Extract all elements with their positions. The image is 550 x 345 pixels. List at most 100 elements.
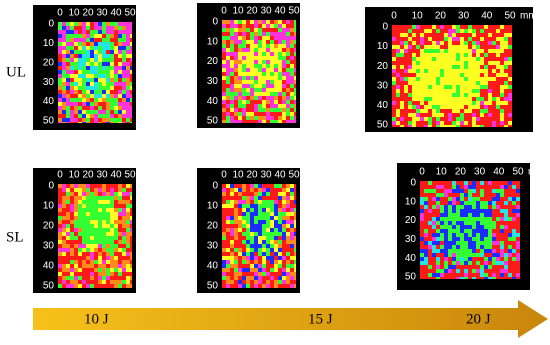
pixel bbox=[480, 73, 484, 77]
pixel bbox=[66, 86, 70, 90]
pixel bbox=[484, 277, 488, 279]
pixel bbox=[230, 28, 234, 32]
pixel bbox=[476, 221, 480, 225]
pixel bbox=[424, 245, 428, 249]
pixel bbox=[408, 61, 412, 65]
pixel bbox=[412, 41, 416, 45]
pixel bbox=[492, 85, 496, 89]
pixel bbox=[282, 220, 286, 224]
pixel bbox=[468, 29, 472, 33]
pixel bbox=[106, 46, 110, 50]
pixel bbox=[118, 248, 122, 252]
pixel bbox=[286, 24, 290, 28]
pixel bbox=[222, 64, 226, 68]
pixel bbox=[504, 73, 508, 77]
pixel bbox=[70, 196, 74, 200]
pixel bbox=[74, 50, 78, 54]
pixel bbox=[126, 114, 130, 118]
pixel bbox=[262, 200, 266, 204]
pixel bbox=[496, 125, 500, 127]
pixel bbox=[432, 197, 436, 201]
pixel bbox=[428, 121, 432, 125]
pixel bbox=[122, 220, 126, 224]
pixel bbox=[492, 197, 496, 201]
pixel bbox=[114, 280, 118, 284]
pixel bbox=[488, 73, 492, 77]
pixel bbox=[464, 205, 468, 209]
pixel bbox=[294, 96, 296, 100]
pixel bbox=[444, 257, 448, 261]
pixel bbox=[476, 241, 480, 245]
pixel bbox=[58, 252, 62, 256]
pixel bbox=[234, 24, 238, 28]
pixel bbox=[62, 224, 66, 228]
pixel bbox=[504, 61, 508, 65]
pixel bbox=[238, 224, 242, 228]
pixel bbox=[122, 54, 126, 58]
pixel bbox=[452, 181, 456, 185]
pixel bbox=[484, 269, 488, 273]
pixel bbox=[222, 272, 226, 276]
pixel bbox=[62, 62, 66, 66]
pixel bbox=[452, 205, 456, 209]
pixel bbox=[492, 245, 496, 249]
pixel bbox=[464, 213, 468, 217]
pixel bbox=[500, 101, 504, 105]
pixel bbox=[226, 224, 230, 228]
pixel bbox=[436, 189, 440, 193]
pixel bbox=[266, 188, 270, 192]
pixel bbox=[90, 66, 94, 70]
pixel bbox=[262, 224, 266, 228]
pixel bbox=[234, 252, 238, 256]
pixel bbox=[122, 26, 126, 30]
pixel bbox=[476, 265, 480, 269]
pixel bbox=[278, 264, 282, 268]
pixel bbox=[432, 181, 436, 185]
pixel bbox=[476, 201, 480, 205]
pixel bbox=[230, 112, 234, 116]
pixel bbox=[242, 80, 246, 84]
pixel bbox=[114, 54, 118, 58]
pixel bbox=[278, 248, 282, 252]
pixel bbox=[66, 240, 70, 244]
pixel bbox=[118, 188, 122, 192]
pixel bbox=[440, 209, 444, 213]
pixel bbox=[500, 37, 504, 41]
pixel bbox=[258, 184, 262, 188]
pixel bbox=[404, 89, 408, 93]
pixel bbox=[114, 200, 118, 204]
pixel bbox=[488, 257, 492, 261]
pixel bbox=[480, 189, 484, 193]
pixel bbox=[106, 192, 110, 196]
pixel bbox=[270, 208, 274, 212]
pixel bbox=[74, 46, 78, 50]
pixel bbox=[254, 56, 258, 60]
pixel bbox=[436, 265, 440, 269]
pixel bbox=[106, 232, 110, 236]
pixel bbox=[258, 228, 262, 232]
pixel bbox=[86, 70, 90, 74]
pixel bbox=[262, 48, 266, 52]
pixel bbox=[258, 240, 262, 244]
pixel bbox=[294, 68, 296, 72]
pixel bbox=[416, 57, 420, 61]
pixel bbox=[408, 69, 412, 73]
pixel bbox=[428, 273, 432, 277]
pixel bbox=[440, 25, 444, 29]
pixel bbox=[460, 113, 464, 117]
pixel bbox=[62, 228, 66, 232]
pixel bbox=[392, 41, 396, 45]
pixel bbox=[102, 70, 106, 74]
pixel bbox=[476, 273, 480, 277]
pixel bbox=[420, 73, 424, 77]
pixel bbox=[262, 56, 266, 60]
pixel bbox=[508, 233, 512, 237]
pixel bbox=[266, 256, 270, 260]
pixel bbox=[464, 45, 468, 49]
pixel bbox=[122, 260, 126, 264]
pixel bbox=[114, 114, 118, 118]
pixel bbox=[460, 41, 464, 45]
pixel bbox=[460, 209, 464, 213]
pixel bbox=[404, 65, 408, 69]
pixel bbox=[444, 201, 448, 205]
